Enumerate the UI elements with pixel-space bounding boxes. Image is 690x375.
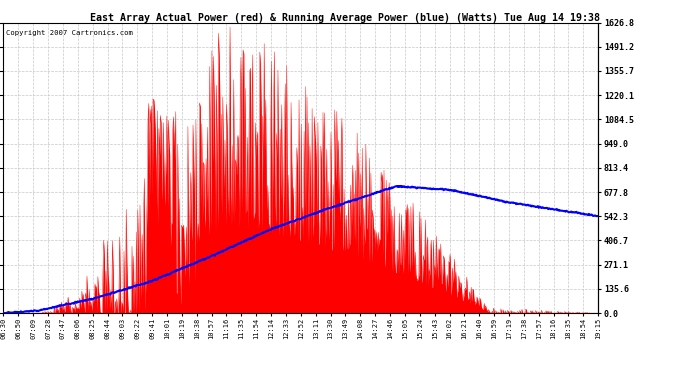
Text: East Array Actual Power (red) & Running Average Power (blue) (Watts) Tue Aug 14 : East Array Actual Power (red) & Running … [90,13,600,23]
Text: Copyright 2007 Cartronics.com: Copyright 2007 Cartronics.com [6,30,133,36]
